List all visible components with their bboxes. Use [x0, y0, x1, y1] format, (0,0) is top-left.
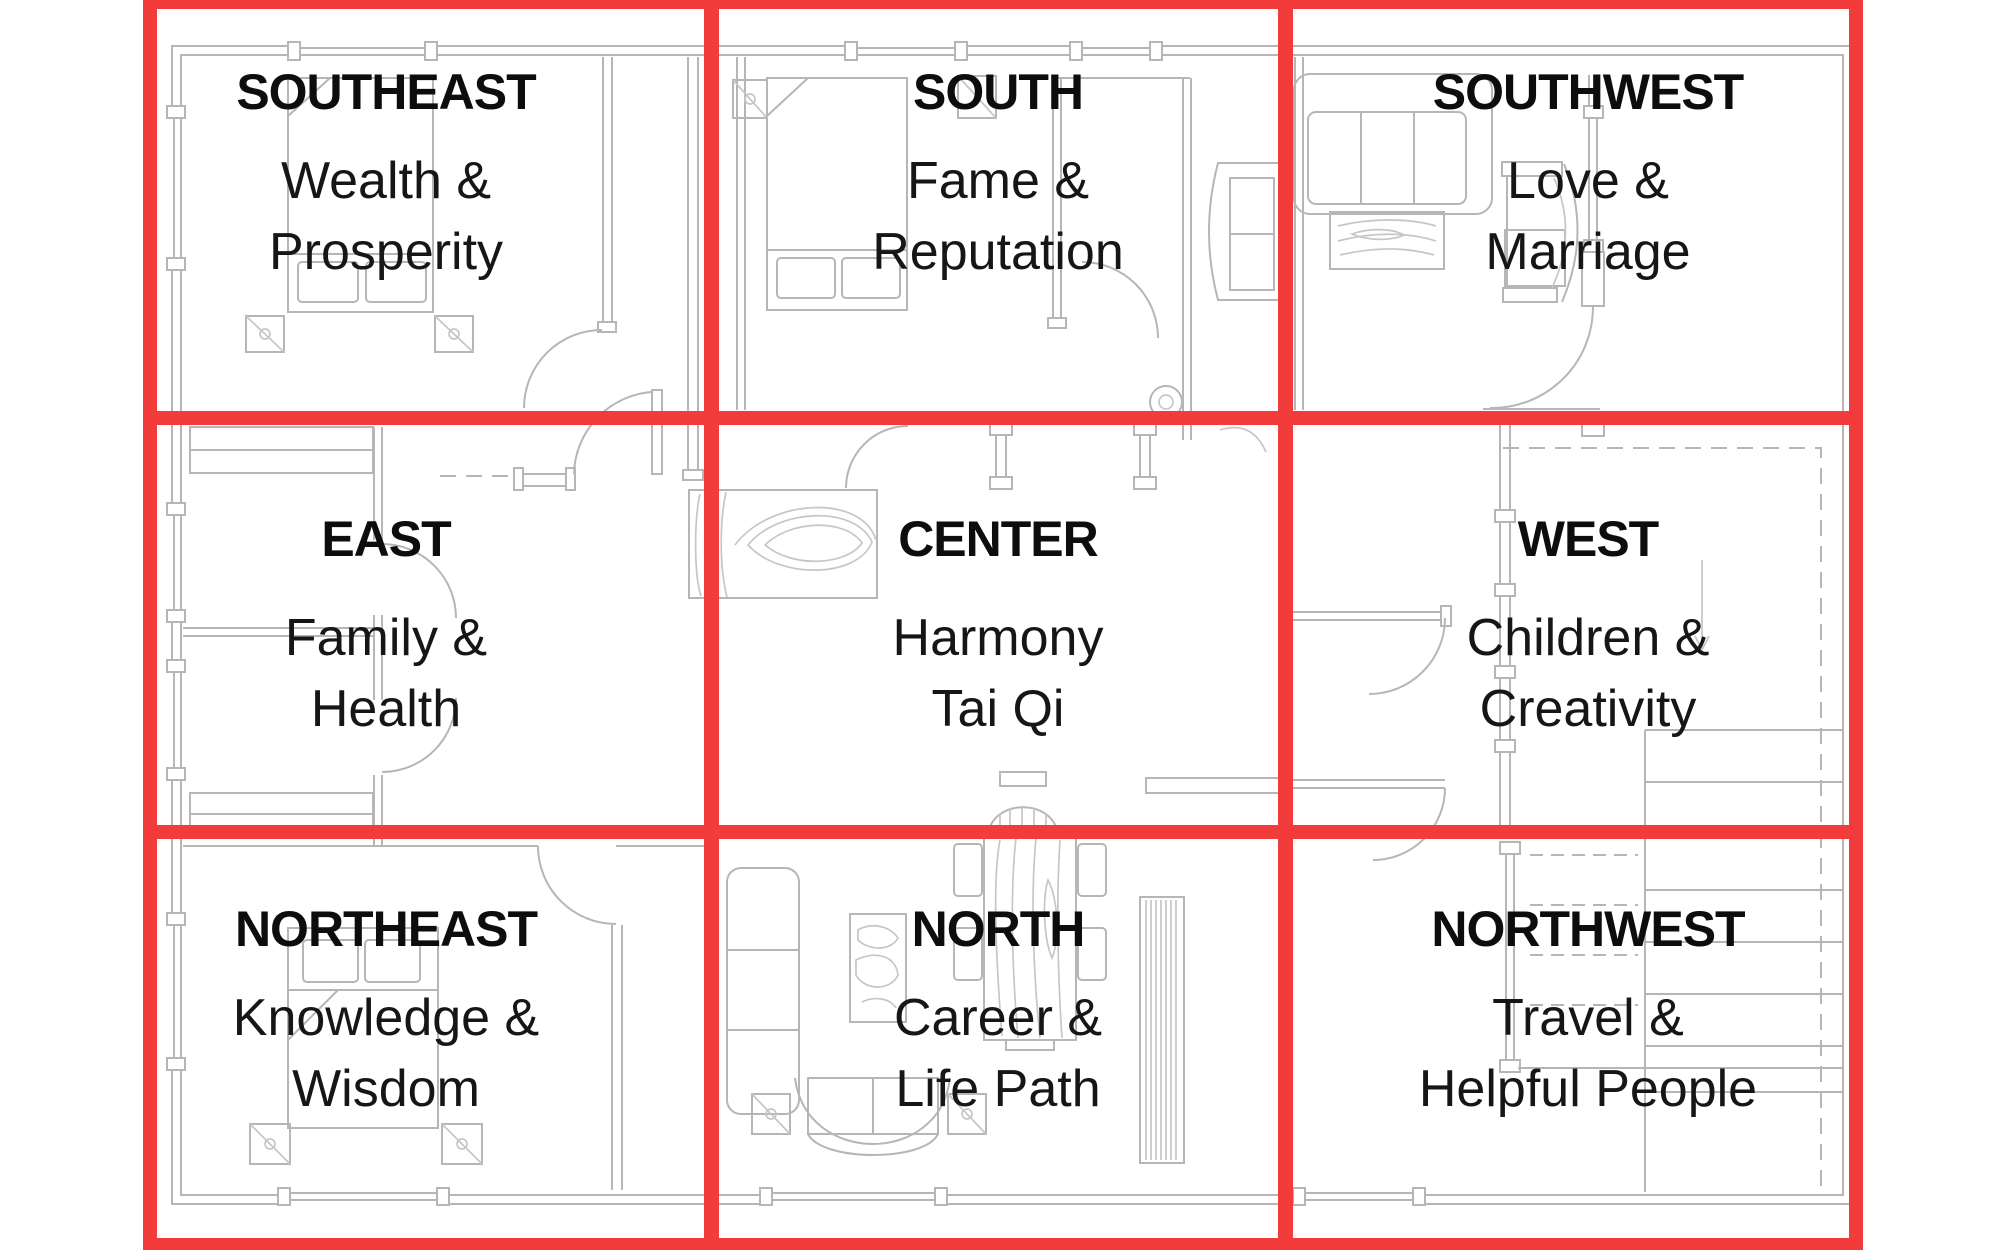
cell-aspect: Children & Creativity: [1310, 603, 1866, 745]
interior-walls: [183, 57, 1605, 1190]
bagua-grid-vline-2: [704, 0, 719, 1250]
bed-south: [732, 75, 997, 311]
bagua-grid-vline-3: [1278, 0, 1293, 1250]
cell-aspect-line: Helpful People: [1418, 1060, 1758, 1118]
bagua-cell-north: NORTH Career & Life Path: [718, 899, 1278, 1125]
cell-direction: WEST: [1517, 511, 1659, 567]
corner-sofa-north: [726, 867, 987, 1156]
bagua-grid-vline-right: [1849, 0, 1863, 1250]
cell-aspect: Harmony Tai Qi: [718, 603, 1278, 745]
cell-aspect-line: Knowledge &: [232, 989, 540, 1047]
wall-shelf-center: [1145, 777, 1287, 794]
bagua-grid-hline-3: [143, 825, 1863, 839]
dining-table-north: [953, 833, 1107, 1051]
cell-aspect: Family & Health: [113, 603, 659, 745]
armchair-southwest: [1501, 161, 1579, 303]
cell-aspect-line: Reputation: [872, 223, 1124, 281]
cell-aspect-line: Wisdom: [292, 1060, 480, 1118]
bagua-cell-center: CENTER Harmony Tai Qi: [718, 509, 1278, 745]
bagua-cell-southwest: SOUTHWEST Love & Marriage: [1310, 62, 1866, 288]
cell-aspect-line: Career &: [893, 989, 1103, 1047]
bagua-cell-northeast: NORTHEAST Knowledge & Wisdom: [113, 899, 659, 1125]
sofa-southwest: [1293, 73, 1493, 215]
coffee-table-north: [849, 913, 907, 1023]
cell-direction: NORTHEAST: [234, 901, 538, 957]
cell-aspect-line: Travel &: [1492, 989, 1684, 1047]
cell-aspect-line: Health: [310, 680, 462, 738]
cell-aspect-line: Prosperity: [268, 223, 504, 281]
cell-aspect-line: Fame &: [906, 152, 1090, 210]
bed-northeast: [249, 927, 483, 1165]
bagua-grid-vline-left: [143, 0, 157, 1250]
cell-aspect-line: Tai Qi: [931, 680, 1065, 738]
cell-direction: SOUTHWEST: [1432, 64, 1744, 120]
radiator-north: [1139, 896, 1185, 1164]
cell-aspect-line: Creativity: [1479, 680, 1697, 738]
cell-direction: EAST: [321, 511, 451, 567]
cell-aspect: Wealth & Prosperity: [113, 146, 659, 288]
cell-aspect-line: Wealth &: [280, 152, 492, 210]
cell-aspect-line: Life Path: [895, 1060, 1101, 1118]
bagua-grid-hline-top: [143, 0, 1863, 9]
bagua-grid-hline-bottom: [143, 1238, 1863, 1250]
cell-aspect-line: Harmony: [892, 609, 1104, 667]
cell-aspect-line: Marriage: [1485, 223, 1691, 281]
bagua-cell-southeast: SOUTHEAST Wealth & Prosperity: [113, 62, 659, 288]
cell-direction: NORTH: [911, 901, 1086, 957]
bagua-cell-east: EAST Family & Health: [113, 509, 659, 745]
cell-aspect: Career & Life Path: [718, 983, 1278, 1125]
cell-direction: SOUTHEAST: [236, 64, 536, 120]
cell-aspect-line: Love &: [1507, 152, 1669, 210]
cell-aspect-line: Children &: [1466, 609, 1710, 667]
bagua-cell-northwest: NORTHWEST Travel & Helpful People: [1310, 899, 1866, 1125]
cell-aspect: Travel & Helpful People: [1310, 983, 1866, 1125]
cell-aspect: Knowledge & Wisdom: [113, 983, 659, 1125]
windows-top-wall: [287, 41, 1163, 61]
bagua-grid-hline-2: [143, 411, 1863, 425]
head-chair-center: [987, 771, 1059, 836]
bagua-cell-west: WEST Children & Creativity: [1310, 509, 1866, 745]
stairs: [1499, 560, 1843, 1192]
bed-southeast: [245, 77, 474, 353]
windows-left-wall: [166, 105, 186, 1071]
cell-aspect-line: Family &: [284, 609, 488, 667]
coffee-table-southwest: [1329, 211, 1445, 270]
cell-aspect: Love & Marriage: [1310, 146, 1866, 288]
windows-bottom-wall: [277, 1187, 1426, 1206]
bagua-cell-south: SOUTH Fame & Reputation: [718, 62, 1278, 288]
cell-direction: NORTHWEST: [1431, 901, 1745, 957]
cell-aspect: Fame & Reputation: [718, 146, 1278, 288]
cell-direction: CENTER: [898, 511, 1099, 567]
terrace-dashed-outline: [1503, 447, 1822, 1192]
cell-direction: SOUTH: [913, 64, 1084, 120]
